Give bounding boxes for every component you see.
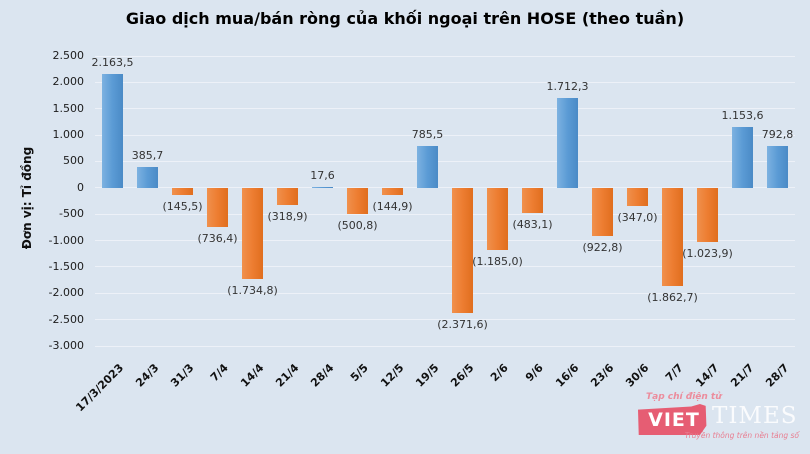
y-tick-label: 2.000 [52, 75, 85, 89]
bar-value-label: 385,7 [131, 149, 164, 163]
gridline [95, 55, 795, 57]
bar-value-label: (2.371,6) [437, 317, 488, 331]
bar-value-label: (144,9) [372, 200, 413, 214]
bar-14/4 [242, 187, 263, 280]
bar-12/5 [382, 187, 403, 196]
bar-value-label: (318,9) [267, 209, 308, 223]
bar-value-label: (1.734,8) [227, 284, 278, 298]
bar-14/7 [697, 187, 718, 242]
x-tick-label: 12/5 [377, 361, 406, 390]
y-tick-label: -500 [59, 207, 84, 221]
bar-value-label: (145,5) [162, 200, 203, 214]
y-tick-label: -2.000 [48, 286, 84, 300]
gridline [95, 81, 795, 83]
gridline [95, 319, 795, 321]
x-tick-label: 5/5 [348, 361, 371, 385]
bar-16/6 [557, 97, 578, 188]
bar-23/6 [592, 187, 613, 237]
bar-value-label: (500,8) [337, 219, 378, 233]
bar-28/7 [767, 146, 788, 188]
bar-value-label: (1.185,0) [472, 255, 523, 269]
viettimes-logo-times-text: TIMES [712, 403, 798, 429]
chart-title: Giao dịch mua/bán ròng của khối ngoại tr… [125, 9, 685, 28]
bar-9/6 [522, 187, 543, 214]
y-tick-label: -3.000 [48, 339, 84, 352]
gridline [95, 292, 795, 294]
bar-value-label: (736,4) [197, 231, 238, 245]
x-tick-label: 21/4 [272, 361, 301, 390]
viettimes-logo-viet-text: VIET [648, 408, 700, 431]
bar-7/7 [662, 187, 683, 287]
gridline [95, 266, 795, 268]
x-tick-label: 28/7 [762, 361, 791, 390]
y-tick-label: -1.500 [48, 259, 84, 273]
x-tick-label: 28/4 [307, 361, 336, 390]
watermark-tagline-top: Tạp chí điện tử [646, 392, 722, 402]
bar-value-label: 785,5 [411, 128, 444, 142]
x-tick-label: 31/3 [167, 361, 196, 390]
bar-30/6 [627, 187, 648, 207]
y-tick-label: 500 [63, 154, 84, 168]
x-tick-label: 16/6 [552, 361, 581, 390]
y-tick-label: 0 [77, 180, 84, 194]
gridline [95, 345, 795, 347]
bar-31/3 [172, 187, 193, 196]
bar-value-label: (483,1) [512, 218, 553, 232]
x-tick-label: 24/3 [132, 361, 161, 390]
bar-7/4 [207, 187, 228, 227]
bar-value-label: 792,8 [761, 128, 794, 142]
viettimes-watermark: Tạp chí điện tử VIET TIMES Truyền thông … [636, 391, 802, 451]
viettimes-logo-badge: VIET [638, 404, 707, 435]
bar-19/5 [417, 146, 438, 188]
y-tick-label: -2.500 [48, 312, 84, 326]
watermark-tagline-bottom: Truyền thông trên nền tảng số [684, 431, 799, 440]
bar-28/4 [312, 186, 333, 188]
bar-value-label: (1.862,7) [647, 291, 698, 305]
bar-value-label: (347,0) [617, 211, 658, 225]
gridline [95, 160, 795, 162]
bar-value-label: (922,8) [582, 241, 623, 255]
bar-value-label: (1.023,9) [682, 246, 733, 260]
x-tick-label: 2/6 [488, 361, 511, 385]
x-tick-label: 7/4 [208, 361, 231, 385]
gridline [95, 108, 795, 110]
x-tick-label: 23/6 [587, 361, 616, 390]
gridline [95, 240, 795, 242]
bar-26/5 [452, 187, 473, 313]
x-tick-label: 14/4 [237, 361, 266, 390]
x-tick-label: 30/6 [622, 361, 651, 390]
gridline [95, 134, 795, 136]
gridline [95, 213, 795, 215]
x-tick-label: 21/7 [727, 361, 756, 390]
gridline [95, 187, 795, 189]
bar-2/6 [487, 187, 508, 251]
bar-5/5 [347, 187, 368, 215]
x-tick-label: 19/5 [412, 361, 441, 390]
x-tick-label: 7/7 [663, 361, 686, 385]
bar-value-label: 1.153,6 [721, 108, 764, 122]
y-tick-label: 1.000 [52, 128, 85, 142]
y-tick-label: 2.500 [52, 49, 85, 62]
bar-value-label: 17,6 [310, 168, 335, 182]
bar-21/4 [277, 187, 298, 205]
x-tick-label: 9/6 [523, 361, 546, 385]
y-tick-label: -1.000 [48, 233, 84, 247]
bar-24/3 [137, 167, 158, 188]
bar-17/3/2023 [102, 73, 123, 188]
bar-value-label: 1.712,3 [546, 79, 589, 93]
x-tick-label: 17/3/2023 [73, 361, 126, 415]
bar-21/7 [732, 126, 753, 188]
x-tick-label: 14/7 [692, 361, 721, 390]
y-tick-label: 1.500 [52, 101, 85, 115]
x-tick-label: 26/5 [447, 361, 476, 390]
bar-value-label: 2.163,5 [91, 55, 134, 69]
